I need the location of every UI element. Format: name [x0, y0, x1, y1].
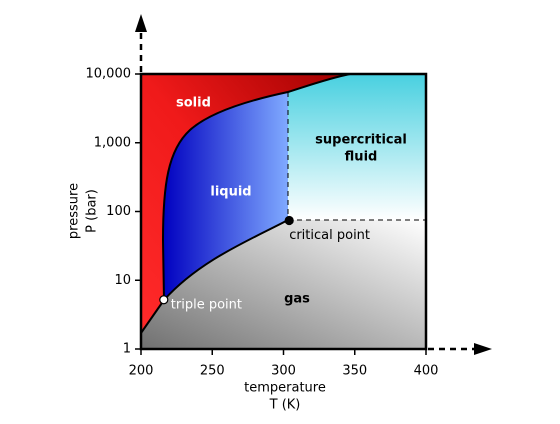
- x-tick-label: 400: [414, 364, 439, 379]
- region-label: gas: [284, 292, 310, 307]
- point-label: critical point: [289, 228, 370, 243]
- y-tick-label: 10,000: [86, 67, 132, 82]
- x-arrow: [474, 343, 492, 355]
- y-axis-label: P (bar): [85, 189, 100, 233]
- axis-extensions: [139, 30, 478, 351]
- x-tick-label: 200: [129, 364, 154, 379]
- supercritical-boundary: [287, 92, 426, 221]
- x-tick-label: 250: [200, 364, 225, 379]
- region-label: liquid: [210, 185, 251, 200]
- melting-curve: [161, 73, 351, 301]
- supercritical-region: [288, 74, 426, 220]
- phase-point: [284, 215, 294, 226]
- region-label: solid: [176, 96, 211, 111]
- y-tick-label: 1,000: [94, 135, 131, 150]
- vaporization-curve: [163, 219, 289, 301]
- point-label: triple point: [171, 297, 242, 312]
- phase-point: [159, 295, 169, 305]
- region-label: supercritical: [315, 133, 407, 148]
- phase-boundaries: [140, 73, 351, 334]
- y-tick-label: 1: [123, 342, 131, 357]
- gas-region: [141, 220, 426, 349]
- y-tick-label: 100: [106, 204, 131, 219]
- y-axis-label: pressure: [67, 183, 82, 239]
- x-tick-label: 300: [271, 364, 296, 379]
- region-label: fluid: [345, 150, 378, 165]
- x-tick-label: 350: [342, 364, 367, 379]
- y-arrow: [135, 14, 147, 32]
- liquid-region: [163, 92, 288, 300]
- x-axis-label: T (K): [269, 398, 301, 413]
- y-tick-label: 10: [114, 273, 131, 288]
- sublimation-curve: [140, 299, 165, 334]
- solid-region: [141, 74, 350, 333]
- x-axis-label: temperature: [244, 381, 326, 396]
